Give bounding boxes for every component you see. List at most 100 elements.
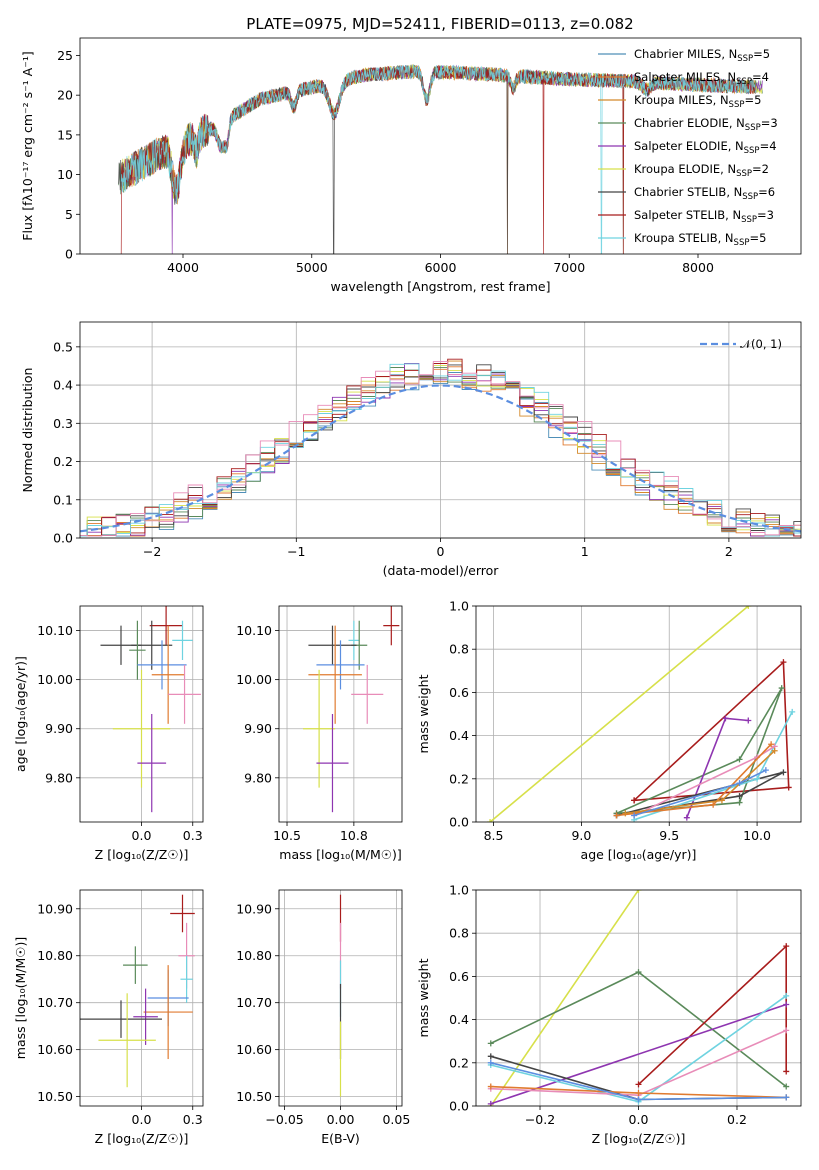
legend-name: Salpeter STELIB, N	[634, 208, 741, 222]
histogram-step	[80, 363, 801, 537]
y-axis-label: mass weight	[416, 958, 431, 1037]
plot-area-mass-age	[303, 606, 400, 813]
weight-marker	[789, 708, 796, 715]
x-tick-label: 2	[725, 544, 733, 559]
x-tick-label: 0.0	[132, 828, 152, 843]
plot-area-spectrum	[118, 63, 763, 254]
y-tick-label: 10.10	[236, 623, 272, 638]
weight-marker	[683, 814, 690, 821]
weight-marker	[771, 747, 778, 754]
x-tick-label: −1	[287, 544, 305, 559]
legend-subscript: SSP	[736, 169, 752, 179]
y-tick-label: 10.80	[236, 948, 272, 963]
y-tick-label: 0.3	[53, 416, 73, 431]
y-tick-label: 0.2	[449, 771, 469, 786]
legend-suffix: =3	[757, 208, 774, 222]
plot-area-Z-mass	[80, 894, 195, 1088]
weight-marker	[722, 715, 729, 722]
y-tick-label: 10.70	[37, 995, 73, 1010]
legend-suffix: =5	[749, 231, 766, 245]
weight-marker	[778, 685, 785, 692]
plot-area-residuals	[80, 358, 801, 537]
weight-line	[490, 890, 640, 1106]
chart-ebv-mass: −0.05 0.00 0.05 10.50 10.60 10.70 10.80 10.90 E(…	[236, 889, 410, 1146]
legend-subscript: SSP	[742, 192, 758, 202]
y-axis-label: mass weight	[416, 674, 431, 753]
legend-name: Chabrier MILES, N	[634, 47, 737, 61]
y-axis-label: Normed distribution	[20, 368, 35, 493]
y-tick-label: 10	[57, 167, 73, 182]
x-tick-label: 8.5	[484, 828, 504, 843]
y-tick-label: 0.6	[449, 969, 469, 984]
y-tick-label: 9.90	[244, 721, 272, 736]
x-tick-label: 9.5	[659, 828, 679, 843]
x-tick-label: 0.0	[132, 1112, 152, 1127]
legend-name: Salpeter MILES, N	[634, 70, 736, 84]
legend-subscript: SSP	[734, 238, 750, 248]
x-tick-label: 7000	[553, 260, 585, 275]
legend-entry: Chabrier ELODIE, NSSP=3	[634, 116, 778, 133]
chart-age-weight: 8.5 9.0 9.5 10.0 0.0 0.2 0.4 0.6 0.8 1.0 age [log₁…	[416, 599, 802, 862]
weight-marker	[783, 943, 790, 950]
spectrum-line	[120, 64, 757, 254]
x-tick-label: 10.8	[340, 828, 368, 843]
y-tick-label: 0.4	[53, 378, 73, 393]
y-tick-label: 0.0	[53, 531, 73, 546]
y-tick-label: 1.0	[449, 883, 469, 898]
x-tick-label: −0.2	[525, 1112, 555, 1127]
y-tick-label: 0.2	[53, 454, 73, 469]
figure-title: PLATE=0975, MJD=52411, FIBERID=0113, z=0…	[246, 15, 633, 33]
legend-entry: Salpeter ELODIE, NSSP=4	[634, 139, 777, 156]
weight-marker	[783, 1027, 790, 1034]
y-tick-label: 10.00	[236, 672, 272, 687]
x-tick-label: −2	[143, 544, 161, 559]
x-tick-label: −0.05	[265, 1112, 303, 1127]
weight-marker	[762, 767, 769, 774]
chart-residuals: −2 −1 0 1 2 0.0 0.1 0.2 0.3 0.4 0.5 (data-model)/er…	[20, 321, 802, 578]
weight-marker	[745, 606, 752, 609]
x-tick-label: 5000	[296, 260, 328, 275]
y-tick-label: 10.70	[236, 995, 272, 1010]
legend-subscript: SSP	[741, 215, 757, 225]
weight-marker	[635, 1090, 642, 1097]
weight-marker	[736, 756, 743, 763]
legend-entry: Kroupa STELIB, NSSP=5	[634, 231, 766, 248]
weight-marker	[487, 1053, 494, 1060]
y-tick-label: 0.0	[449, 1099, 469, 1114]
weight-marker	[736, 780, 743, 787]
x-tick-label: 9.0	[571, 828, 591, 843]
y-tick-label: 10.60	[236, 1042, 272, 1057]
y-tick-label: 20	[57, 88, 73, 103]
y-tick-label: 10.90	[236, 901, 272, 916]
legend-subscript: SSP	[745, 123, 761, 133]
x-axis-label: Z [log₁₀(Z/Z☉)]	[592, 1131, 686, 1146]
weight-marker	[754, 775, 761, 782]
weight-marker	[487, 1040, 494, 1047]
x-tick-label: 0.00	[327, 1112, 355, 1127]
legend-entry: Kroupa MILES, NSSP=5	[634, 93, 761, 110]
y-tick-label: 25	[57, 48, 73, 63]
weight-marker	[783, 1094, 790, 1101]
axes-frame	[278, 605, 403, 823]
legend-subscript: SSP	[744, 146, 760, 156]
histogram-step	[80, 364, 801, 537]
weight-marker	[783, 1001, 790, 1008]
weight-marker	[487, 1059, 494, 1066]
y-tick-label: 10.00	[37, 672, 73, 687]
legend-suffix: =4	[760, 139, 777, 153]
histogram-step	[80, 360, 801, 537]
y-tick-label: 0.0	[449, 815, 469, 830]
y-tick-label: 0.4	[449, 1012, 469, 1027]
x-axis-label: mass [log₁₀(M/M☉)]	[279, 847, 401, 862]
weight-marker	[622, 810, 629, 817]
axes-frame	[79, 889, 204, 1107]
y-tick-label: 0.6	[449, 685, 469, 700]
y-tick-label: 9.80	[244, 770, 272, 785]
x-axis-label: Z [log₁₀(Z/Z☉)]	[95, 847, 189, 862]
y-axis-label: mass [log₁₀(M/M☉)]	[13, 937, 28, 1059]
weight-marker	[736, 793, 743, 800]
plot-area-Z-weight	[487, 890, 790, 1106]
y-tick-label: 0.5	[53, 339, 73, 354]
normal-curve	[80, 384, 801, 533]
histogram-step	[80, 366, 801, 537]
